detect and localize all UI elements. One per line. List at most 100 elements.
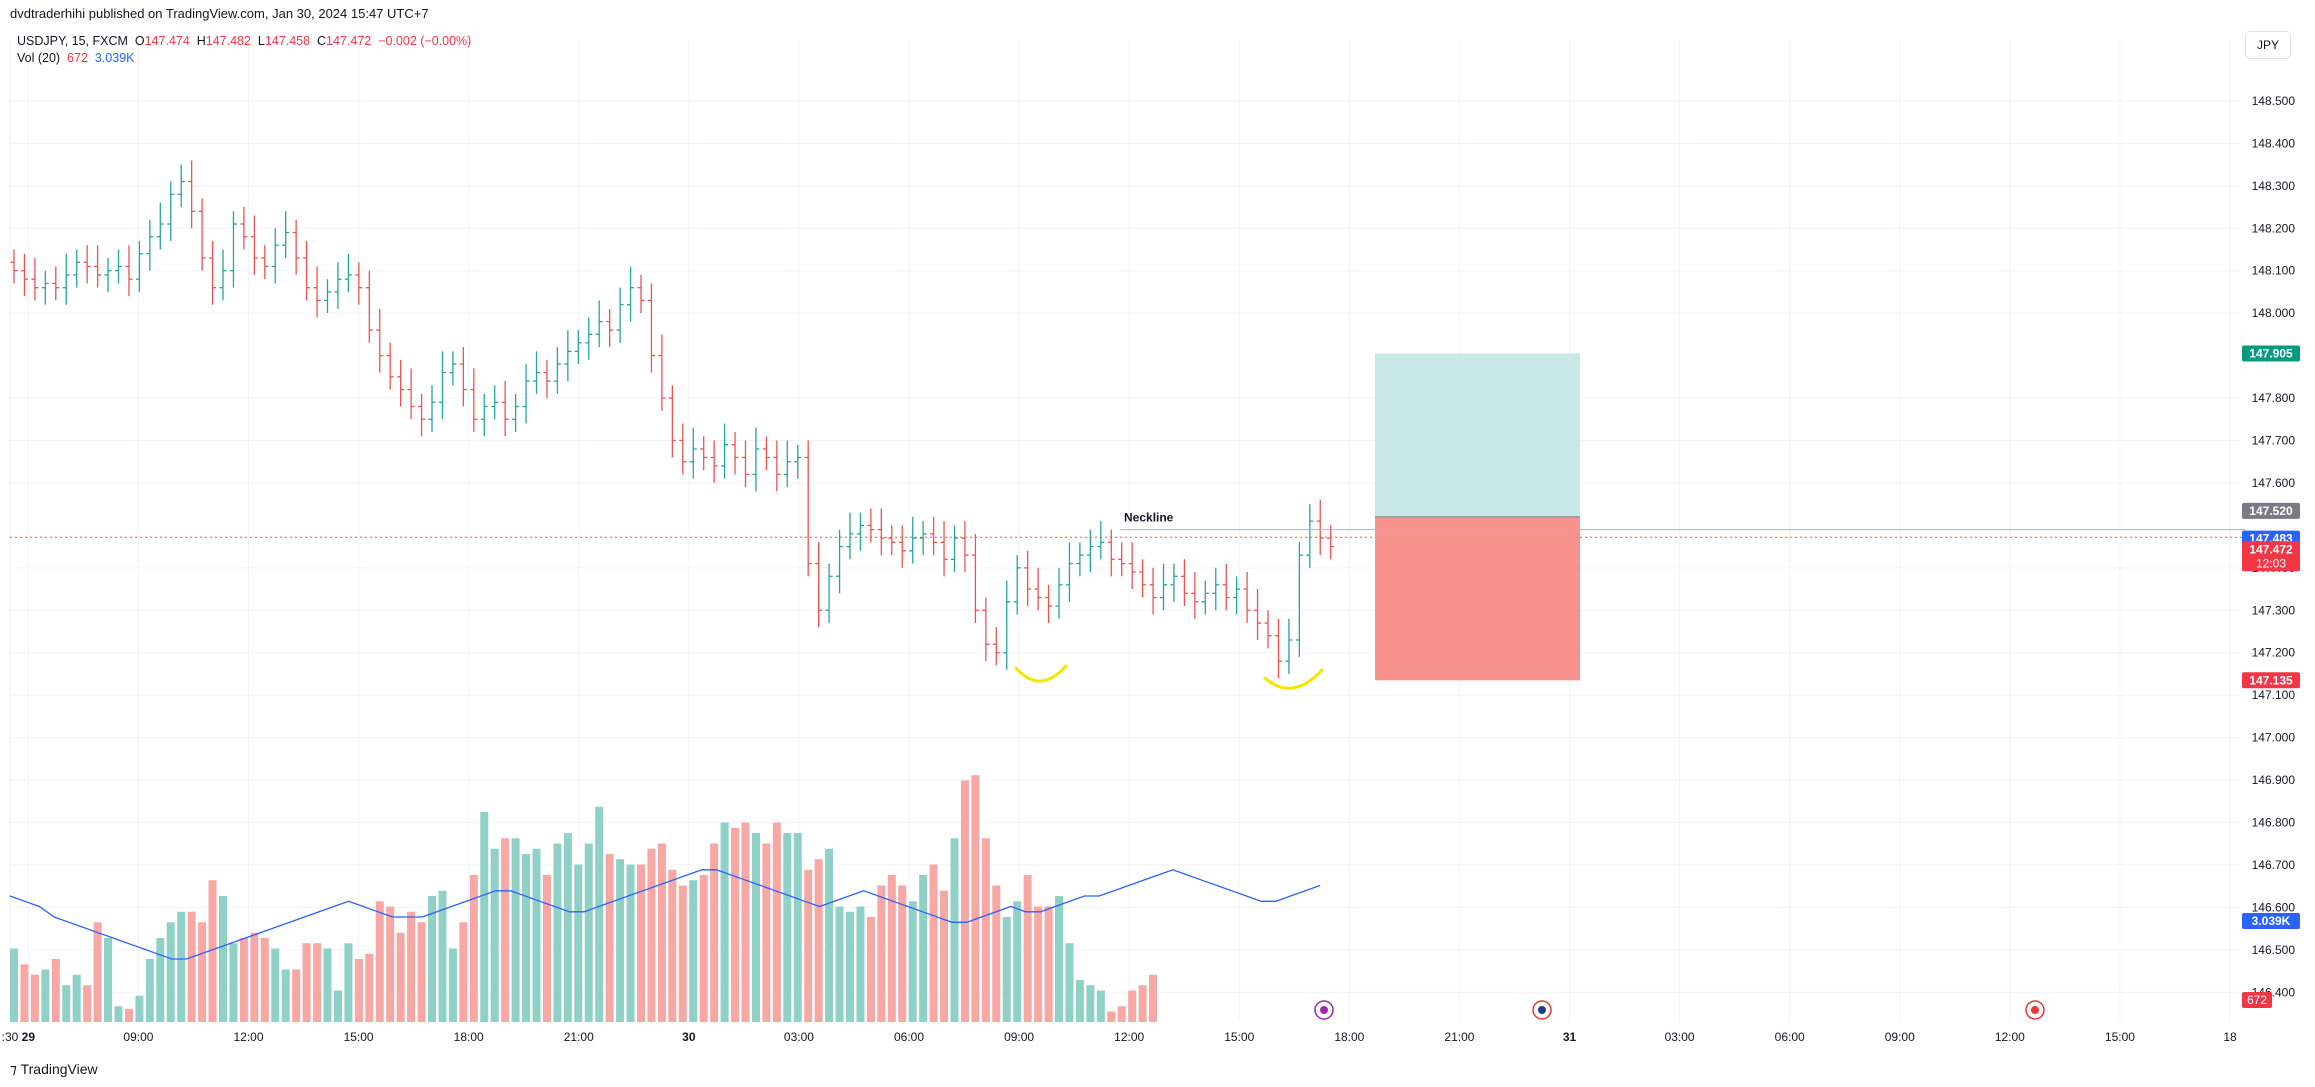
price-bar — [919, 521, 927, 556]
volume-bar — [971, 775, 980, 1022]
price-bar — [125, 245, 133, 297]
price-bar — [1149, 567, 1157, 615]
countdown-text: 12:03 — [2256, 556, 2286, 570]
price-bar — [135, 241, 143, 292]
price-bar — [888, 525, 896, 556]
price-bar — [31, 257, 39, 301]
us-flag-event-icon-dot — [1538, 1006, 1546, 1014]
price-bar — [1191, 572, 1199, 619]
volume-bar — [333, 990, 342, 1022]
volume-bar — [710, 843, 719, 1022]
volume-bar — [950, 838, 959, 1022]
price-bar — [909, 516, 917, 564]
price-bar — [428, 385, 436, 432]
price-bar — [177, 164, 185, 208]
price-bar — [418, 393, 426, 437]
volume-ma-value: 3.039K — [94, 51, 135, 65]
x-tick-label: 09:00 — [1004, 1030, 1034, 1044]
x-tick-label: 18 — [2223, 1030, 2237, 1044]
y-tick-label: 146.600 — [2252, 900, 2296, 914]
x-tick-label: 06:00 — [1775, 1030, 1805, 1044]
price-bar — [1139, 559, 1147, 598]
volume-bar — [250, 932, 259, 1022]
price-bar — [282, 211, 290, 258]
volume-bar — [877, 885, 886, 1022]
volume-bar — [1034, 906, 1043, 1022]
volume-bar — [260, 938, 269, 1022]
volume-bar — [135, 995, 144, 1022]
volume-bar — [51, 959, 60, 1022]
price-bar — [553, 347, 561, 394]
y-tick-label: 148.100 — [2252, 264, 2296, 278]
price-bar — [167, 181, 175, 241]
price-bar — [1045, 584, 1053, 623]
price-bar — [825, 563, 833, 623]
price-bar — [522, 364, 530, 424]
volume-bar — [480, 812, 489, 1022]
x-tick-label: 15:00 — [2105, 1030, 2135, 1044]
price-bar — [606, 308, 614, 348]
volume-bar — [1138, 985, 1147, 1022]
price-bar — [856, 512, 864, 551]
price-bar — [62, 253, 70, 305]
volume-ma-line — [9, 869, 1321, 960]
us-flag-event-icon — [1532, 1000, 1552, 1020]
price-bar — [762, 436, 770, 471]
volume-bar — [41, 969, 50, 1022]
price-bar — [752, 427, 760, 492]
price-bar — [240, 207, 248, 250]
volume-bar — [751, 833, 760, 1022]
tradingview-logo[interactable]: ⁊ TradingView — [10, 1061, 98, 1078]
volume-bar — [898, 885, 907, 1022]
price-bar — [867, 508, 875, 543]
stop-zone — [1375, 516, 1580, 681]
volume-bar — [678, 885, 687, 1022]
ohlc-high-label: H — [196, 34, 206, 48]
volume-bar — [1096, 990, 1105, 1022]
volume-bar — [177, 911, 186, 1022]
y-tick-label: 147.300 — [2252, 603, 2296, 617]
bottom-marker-1 — [1014, 664, 1068, 683]
volume-bar — [992, 885, 1001, 1022]
price-bar — [1285, 618, 1293, 674]
price-bar — [480, 393, 488, 437]
volume-bar — [522, 854, 531, 1022]
target-zone — [1375, 353, 1580, 517]
price-bar — [836, 529, 844, 594]
price-bar — [689, 427, 697, 479]
volume-bar — [929, 864, 938, 1022]
volume-bar — [302, 943, 311, 1022]
price-bar — [982, 597, 990, 662]
price-bar — [710, 440, 718, 483]
x-tick-label: 12:00 — [1114, 1030, 1144, 1044]
x-tick-label: 06:00 — [894, 1030, 924, 1044]
price-bar — [1086, 529, 1094, 573]
price-bar — [156, 202, 164, 250]
stop-price-tag-text: 147.135 — [2249, 673, 2293, 687]
price-bar — [292, 219, 300, 275]
ohlc-high: 147.482 — [205, 34, 251, 48]
price-bar — [115, 249, 122, 284]
currency-button[interactable]: JPY — [2245, 31, 2291, 59]
price-bar — [742, 440, 749, 488]
price-bar — [344, 253, 352, 292]
volume-bar — [438, 890, 447, 1022]
volume-bar — [407, 911, 416, 1022]
price-bar — [1055, 567, 1063, 619]
volume-bar — [657, 843, 666, 1022]
price-bar — [1274, 618, 1282, 679]
price-bar — [1295, 542, 1303, 657]
volume-bar — [417, 922, 426, 1022]
volume-bar — [469, 875, 478, 1022]
y-tick-label: 148.300 — [2252, 179, 2296, 193]
last-price-text: 147.472 — [2249, 542, 2293, 556]
volume-bar — [960, 780, 969, 1022]
volume-bar — [208, 880, 217, 1022]
price-bar — [10, 249, 18, 284]
volume-bar — [626, 864, 635, 1022]
target-price-tag-text: 147.905 — [2249, 346, 2293, 360]
x-tick-label: 03:00 — [784, 1030, 814, 1044]
volume-bar — [584, 843, 593, 1022]
volume-ma-tag: 3.039K — [2242, 913, 2300, 929]
